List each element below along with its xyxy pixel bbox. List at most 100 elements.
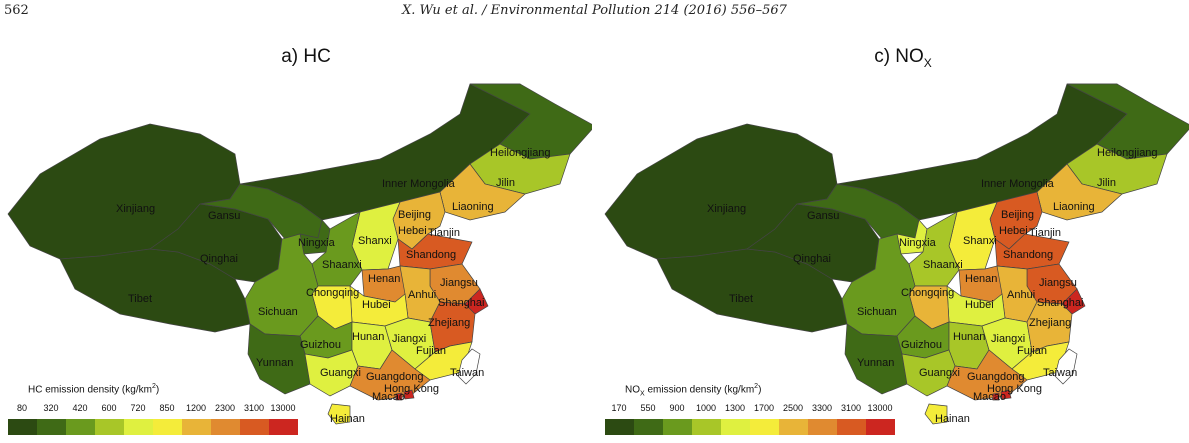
legend-swatch — [95, 419, 124, 435]
label-qinghai: Qinghai — [200, 253, 238, 265]
nox-emission-map: Xinjiang Tibet Qinghai Gansu Inner Mongolia H… — [597, 24, 1189, 443]
province-guangdong — [946, 349, 1028, 401]
legend-tick: 720 — [130, 403, 146, 413]
legend-tick: 3100 — [840, 403, 862, 413]
label-yunnan: Yunnan — [256, 357, 293, 369]
legend-tick: 550 — [640, 403, 656, 413]
nox-legend: NOX emission density (kg/km2) 170 550 900 1… — [605, 383, 897, 443]
label-macao: Macao — [973, 391, 1006, 403]
legend-swatch — [153, 419, 182, 435]
legend-tick: 1700 — [753, 403, 775, 413]
legend-tick: 2500 — [782, 403, 804, 413]
label-liaoning: Liaoning — [452, 201, 494, 213]
hc-map-svg: Xinjiang Tibet Qinghai Gansu Inner Mongolia H… — [7, 83, 592, 425]
legend-tick: 1300 — [724, 403, 746, 413]
label-ningxia: Ningxia — [899, 237, 937, 249]
label-jilin: Jilin — [1097, 177, 1116, 189]
province-hong-kong — [1000, 389, 1012, 400]
label-beijing: Beijing — [398, 209, 431, 221]
legend-tick: 13000 — [867, 403, 893, 413]
legend-tick: 13000 — [270, 403, 296, 413]
label-anhui: Anhui — [408, 289, 436, 301]
label-hunan: Hunan — [352, 331, 384, 343]
legend-tick: 1200 — [185, 403, 207, 413]
label-chongqing: Chongqing — [306, 287, 359, 299]
running-header: 562 X. Wu et al. / Environmental Polluti… — [0, 0, 1189, 24]
legend-tick: 600 — [101, 403, 117, 413]
label-shanghai: Shanghai — [1037, 297, 1084, 309]
label-shandong: Shandong — [1003, 249, 1053, 261]
label-inner-mongolia: Inner Mongolia — [981, 178, 1055, 190]
label-hainan: Hainan — [330, 413, 365, 425]
legend-swatch — [37, 419, 66, 435]
legend-swatch — [779, 419, 808, 435]
label-gansu: Gansu — [208, 210, 240, 222]
label-xinjiang: Xinjiang — [116, 203, 155, 215]
label-taiwan: Taiwan — [450, 367, 484, 379]
page-number: 562 — [4, 3, 29, 18]
province-liaoning — [439, 163, 526, 221]
label-hainan: Hainan — [935, 413, 970, 425]
label-beijing: Beijing — [1001, 209, 1034, 221]
legend-swatch — [750, 419, 779, 435]
label-jiangsu: Jiangsu — [440, 277, 478, 289]
label-yunnan: Yunnan — [857, 357, 894, 369]
legend-swatch — [182, 419, 211, 435]
province-macao — [992, 392, 1000, 401]
legend-tick: 3300 — [811, 403, 833, 413]
legend-swatch — [634, 419, 663, 435]
citation: X. Wu et al. / Environmental Pollution 2… — [402, 3, 787, 18]
province-hong-kong — [403, 389, 415, 400]
legend-tick: 900 — [669, 403, 685, 413]
hc-map-title: a) HC — [281, 46, 331, 67]
label-jiangxi: Jiangxi — [991, 333, 1025, 345]
legend-swatch — [837, 419, 866, 435]
label-fujian: Fujian — [416, 345, 446, 357]
label-hunan: Hunan — [953, 331, 985, 343]
label-tibet: Tibet — [729, 293, 753, 305]
label-shanghai: Shanghai — [438, 297, 485, 309]
label-jilin: Jilin — [496, 177, 515, 189]
label-guizhou: Guizhou — [901, 339, 942, 351]
legend-swatch — [269, 419, 298, 435]
legend-swatch — [240, 419, 269, 435]
hc-legend: HC emission density (kg/km2) 80 320 420 600… — [8, 383, 300, 443]
legend-swatch — [808, 419, 837, 435]
nox-legend-ticks: 170 550 900 1000 1300 1700 2500 3300 3100 13000 — [605, 403, 897, 415]
province-hainan — [327, 403, 351, 425]
label-guangdong: Guangdong — [366, 371, 424, 383]
label-sichuan: Sichuan — [857, 306, 897, 318]
label-hebei: Hebei — [398, 225, 427, 237]
legend-swatch — [605, 419, 634, 435]
province-liaoning — [1036, 163, 1123, 221]
nox-legend-title: NOX emission density (kg/km2) — [625, 383, 762, 398]
legend-swatch — [692, 419, 721, 435]
nox-map-title: c) NOX — [874, 46, 932, 70]
legend-swatch — [66, 419, 95, 435]
nox-map-svg: Xinjiang Tibet Qinghai Gansu Inner Mongolia H… — [604, 83, 1189, 425]
province-macao — [395, 392, 403, 401]
legend-swatch — [721, 419, 750, 435]
label-tibet: Tibet — [128, 293, 152, 305]
legend-tick: 320 — [43, 403, 59, 413]
legend-tick: 850 — [159, 403, 175, 413]
legend-tick: 3100 — [243, 403, 265, 413]
legend-swatch — [211, 419, 240, 435]
label-hong-kong: Hong Kong — [987, 383, 1042, 395]
label-jiangsu: Jiangsu — [1039, 277, 1077, 289]
label-henan: Henan — [368, 273, 400, 285]
legend-tick: 80 — [16, 403, 27, 413]
nox-legend-swatches — [605, 419, 895, 435]
legend-tick: 2300 — [214, 403, 236, 413]
label-shaanxi: Shaanxi — [322, 259, 362, 271]
legend-tick: 420 — [72, 403, 88, 413]
hc-legend-title: HC emission density (kg/km2) — [28, 383, 160, 396]
label-guizhou: Guizhou — [300, 339, 341, 351]
label-gansu: Gansu — [807, 210, 839, 222]
label-hebei: Hebei — [999, 225, 1028, 237]
province-guangdong — [349, 349, 431, 401]
label-shandong: Shandong — [406, 249, 456, 261]
hc-emission-map: Xinjiang Tibet Qinghai Gansu Inner Mongolia H… — [0, 24, 592, 443]
label-hubei: Hubei — [362, 299, 391, 311]
legend-swatch — [8, 419, 37, 435]
